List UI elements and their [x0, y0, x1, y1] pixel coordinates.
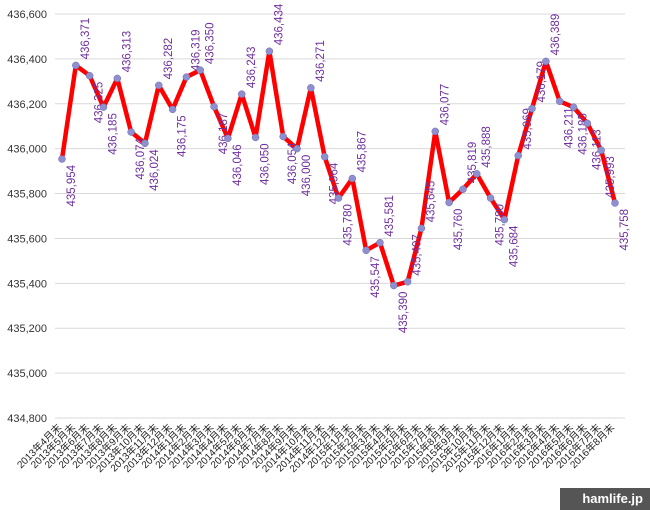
watermark: hamlife.jp [582, 491, 643, 506]
data-label: 436,211 [564, 107, 576, 148]
marker [168, 105, 177, 114]
marker [113, 74, 122, 83]
marker [542, 57, 550, 66]
data-label: 436,434 [273, 3, 285, 45]
data-label: 436,074 [135, 137, 147, 179]
marker [251, 133, 260, 142]
marker [348, 174, 357, 183]
y-tick-label: 436,200 [7, 99, 47, 111]
marker [196, 66, 204, 74]
marker [431, 127, 440, 136]
data-label: 435,390 [398, 292, 410, 334]
data-label: 436,024 [149, 149, 161, 191]
marker [155, 81, 163, 90]
data-label: 435,780 [495, 204, 507, 246]
y-tick-label: 435,600 [7, 233, 47, 245]
marker [210, 102, 218, 111]
marker [500, 215, 509, 224]
data-label: 436,371 [80, 18, 92, 60]
marker [224, 134, 232, 143]
marker [72, 61, 80, 70]
marker [597, 146, 605, 154]
data-label: 436,243 [246, 47, 258, 89]
marker [307, 84, 315, 92]
marker [182, 73, 191, 81]
marker [445, 198, 453, 207]
marker [334, 194, 343, 202]
data-label: 435,684 [508, 225, 520, 267]
y-tick-label: 435,800 [7, 189, 47, 201]
marker [611, 199, 619, 207]
data-label: 435,780 [343, 204, 355, 246]
y-tick-label: 435,200 [7, 323, 47, 335]
marker [403, 278, 412, 286]
marker [237, 90, 246, 98]
marker [376, 238, 384, 247]
marker [514, 151, 522, 160]
data-label: 436,319 [190, 29, 202, 71]
data-label: 436,000 [301, 155, 313, 197]
marker [555, 97, 564, 106]
marker [99, 103, 108, 111]
y-tick-label: 435,000 [7, 368, 47, 380]
marker [569, 103, 578, 111]
marker [390, 281, 398, 290]
y-tick-label: 436,400 [7, 54, 47, 66]
data-label: 435,969 [522, 108, 534, 150]
marker [265, 47, 274, 56]
data-label: 436,113 [591, 129, 603, 170]
data-label: 436,271 [315, 40, 327, 82]
y-tick-label: 436,600 [7, 9, 47, 21]
watermark-bg [560, 488, 650, 510]
marker [320, 152, 329, 161]
y-tick-label: 434,800 [7, 413, 47, 425]
marker [85, 71, 94, 80]
data-label: 436,046 [232, 144, 244, 186]
marker [583, 119, 592, 128]
data-label: 436,050 [260, 143, 272, 185]
data-label: 436,187 [218, 113, 230, 155]
data-label: 435,993 [605, 156, 617, 198]
data-label: 436,389 [550, 14, 562, 56]
data-label: 435,888 [481, 126, 493, 168]
data-label: 436,185 [108, 113, 120, 155]
data-label: 436,350 [204, 23, 216, 65]
marker [58, 155, 66, 163]
marker [486, 194, 495, 202]
data-label: 436,175 [177, 115, 189, 157]
data-label: 436,325 [94, 82, 106, 124]
marker [473, 170, 481, 178]
data-label: 435,758 [619, 209, 631, 251]
data-label: 436,313 [121, 31, 133, 73]
marker [279, 132, 287, 141]
data-label: 435,547 [370, 256, 382, 298]
data-label: 435,407 [412, 234, 424, 276]
marker [293, 144, 301, 153]
data-label: 436,179 [536, 61, 548, 103]
data-label: 435,867 [356, 131, 368, 173]
data-label: 435,581 [384, 195, 396, 237]
data-label: 435,964 [329, 162, 341, 204]
data-label: 436,282 [163, 38, 175, 80]
marker [127, 128, 135, 136]
data-label: 435,954 [66, 164, 78, 206]
marker [459, 185, 467, 194]
marker [362, 246, 370, 255]
data-label: 435,760 [453, 209, 465, 251]
marker [141, 139, 149, 148]
data-label: 436,054 [287, 142, 299, 184]
data-label: 435,645 [425, 181, 437, 223]
y-tick-label: 436,000 [7, 144, 47, 156]
marker [528, 104, 536, 113]
y-tick-label: 435,400 [7, 278, 47, 290]
data-label: 436,077 [439, 84, 451, 126]
data-label: 436,185 [578, 113, 590, 155]
marker [417, 224, 426, 233]
